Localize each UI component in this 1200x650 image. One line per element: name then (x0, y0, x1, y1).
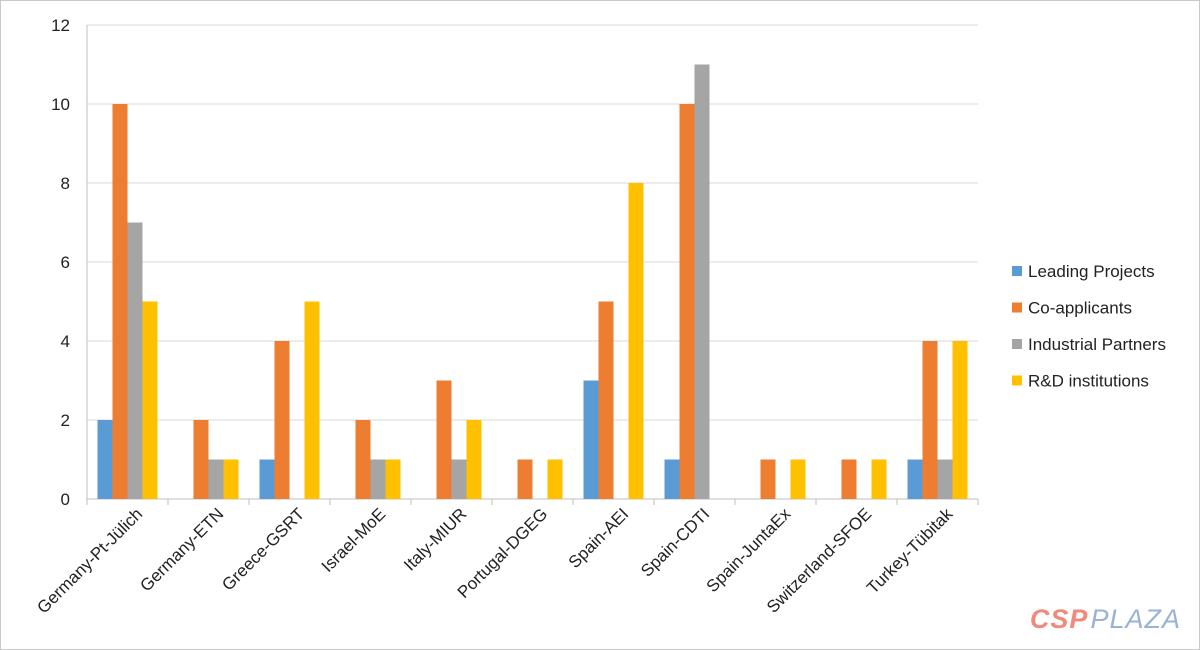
bar-1-7 (679, 104, 695, 499)
csp-plaza-watermark: CSPPLAZA (1030, 606, 1181, 633)
legend-swatch-0 (1012, 266, 1022, 276)
bar-3-3 (385, 459, 401, 499)
bar-1-1 (193, 420, 209, 499)
bar-2-3 (370, 459, 386, 499)
bar-1-4 (436, 380, 452, 499)
bar-2-0 (127, 222, 143, 499)
bar-2-7 (694, 64, 710, 499)
bar-3-6 (628, 183, 644, 499)
y-tick-label-6: 6 (61, 253, 70, 272)
bar-1-3 (355, 420, 371, 499)
bar-1-2 (274, 341, 290, 499)
bar-0-10 (907, 459, 923, 499)
bar-2-10 (937, 459, 953, 499)
watermark-part-1: CSP (1029, 604, 1089, 634)
x-tick-label-1: Germany-ETN (136, 504, 227, 595)
bar-3-1 (223, 459, 239, 499)
legend-label-1: Co-applicants (1028, 299, 1132, 318)
x-tick-label-3: Israel-MoE (318, 504, 390, 576)
y-tick-label-4: 4 (61, 332, 70, 351)
bar-3-0 (142, 301, 158, 499)
bar-1-9 (841, 459, 857, 499)
bar-1-6 (598, 301, 614, 499)
x-tick-label-6: Spain-AEI (565, 504, 633, 572)
y-tick-label-8: 8 (61, 174, 70, 193)
bar-1-5 (517, 459, 533, 499)
bar-1-8 (760, 459, 776, 499)
legend-swatch-3 (1012, 375, 1022, 386)
bar-2-1 (208, 459, 224, 499)
y-tick-label-10: 10 (51, 95, 70, 114)
bar-0-6 (583, 380, 599, 499)
bar-0-2 (259, 459, 275, 499)
legend-swatch-2 (1012, 339, 1022, 349)
x-tick-label-0: Germany-Pt-Jülich (33, 504, 146, 617)
bar-2-4 (451, 459, 467, 499)
x-tick-label-7: Spain-CDTI (637, 504, 713, 580)
bar-0-0 (97, 420, 113, 499)
watermark-part-2: PLAZA (1090, 604, 1181, 634)
legend-label-0: Leading Projects (1028, 262, 1155, 281)
bar-3-10 (952, 341, 968, 499)
legend-label-3: R&D institutions (1028, 372, 1149, 391)
bar-3-9 (871, 459, 887, 499)
bar-1-0 (112, 104, 128, 499)
y-tick-label-2: 2 (61, 411, 70, 430)
y-tick-label-12: 12 (51, 16, 70, 35)
bar-3-5 (547, 459, 563, 499)
legend-swatch-1 (1012, 302, 1022, 313)
bar-3-4 (466, 420, 482, 499)
x-tick-label-4: Italy-MIUR (400, 504, 470, 574)
bar-1-10 (922, 341, 938, 499)
x-tick-label-2: Greece-GSRT (218, 504, 308, 594)
x-tick-label-10: Turkey-Tübitak (863, 504, 957, 598)
bar-3-2 (304, 301, 320, 499)
y-tick-label-0: 0 (61, 490, 70, 509)
legend-label-2: Industrial Partners (1028, 335, 1166, 354)
x-tick-label-8: Spain-JuntaEx (703, 504, 795, 596)
bar-0-7 (664, 459, 680, 499)
bar-3-8 (790, 459, 806, 499)
